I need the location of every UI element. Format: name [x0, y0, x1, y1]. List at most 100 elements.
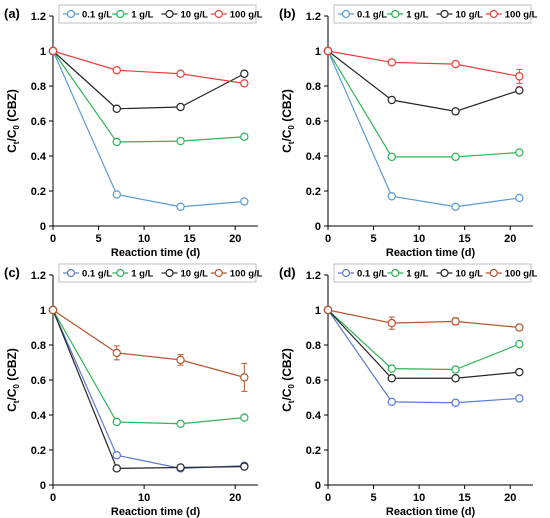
series-1 [48, 305, 249, 428]
y-axis-label: Ct/C0 (CBZ) [5, 89, 21, 153]
data-point [176, 202, 185, 211]
data-point [323, 305, 333, 315]
y-tick-label: 1 [315, 46, 321, 58]
x-axis-label: Reaction time (d) [111, 247, 201, 259]
legend-marker [66, 9, 76, 19]
x-tick-label: 0 [50, 233, 56, 245]
series-1 [323, 46, 524, 162]
legend-label: 1 g/L [406, 10, 428, 21]
series-3 [48, 46, 249, 88]
x-tick-label: 20 [229, 233, 241, 245]
x-axis-label: Reaction time (d) [386, 247, 476, 259]
series-line [327, 309, 520, 371]
legend-label: 0.1 g/L [82, 269, 112, 280]
series-line [327, 50, 520, 77]
legend-marker [66, 268, 76, 278]
data-point [451, 107, 460, 116]
y-axis-label: Ct/C0 (CBZ) [280, 89, 296, 153]
legend-marker [391, 268, 400, 278]
legend-label: 100 g/L [230, 269, 263, 280]
legend-marker [341, 268, 351, 278]
legend-marker [116, 268, 125, 278]
data-point [112, 464, 121, 473]
series-line [327, 50, 520, 158]
data-point [387, 364, 396, 373]
data-point [515, 148, 524, 157]
data-point [112, 137, 121, 147]
data-point [451, 152, 460, 162]
series-3 [323, 305, 524, 332]
data-point [240, 69, 249, 78]
y-tick-label: 0 [40, 221, 46, 233]
x-axis-label: Reaction time (d) [111, 506, 201, 518]
data-point [112, 66, 121, 75]
legend-marker [391, 9, 400, 19]
data-point [48, 46, 58, 56]
legend-label: 100 g/L [230, 10, 263, 21]
series-0 [323, 305, 524, 407]
panel-label: (b) [279, 6, 296, 21]
y-tick-label: 0.8 [31, 340, 46, 352]
y-tick-label: 0.8 [306, 340, 321, 352]
x-tick-label: 0 [325, 233, 331, 245]
data-point [240, 79, 249, 88]
data-point [240, 462, 249, 471]
data-point [515, 367, 524, 377]
data-point [323, 46, 333, 56]
legend-marker [440, 268, 449, 278]
data-point [387, 374, 396, 383]
data-point [112, 104, 121, 113]
y-tick-label: 0.8 [306, 81, 321, 93]
data-point [112, 417, 121, 427]
data-point [515, 323, 524, 332]
data-point [387, 58, 396, 67]
legend-marker [165, 268, 174, 278]
x-tick-label: 15 [459, 233, 471, 245]
y-tick-label: 0.2 [306, 186, 321, 198]
data-point [176, 419, 185, 428]
data-point [176, 136, 185, 146]
series-line [52, 309, 245, 425]
y-tick-label: 0.4 [31, 151, 47, 163]
series-line [52, 50, 245, 84]
data-point [451, 398, 460, 407]
data-point [176, 355, 185, 365]
x-tick-label: 15 [184, 233, 196, 245]
chart-panel-a: (a) 0 0.2 0.4 0.6 0.8 1 1.2 0 5 10 15 20 Reaction tim… [4, 4, 263, 259]
y-tick-label: 0.4 [306, 410, 322, 422]
data-point [451, 202, 460, 211]
series-line [52, 309, 245, 469]
series-3 [48, 305, 249, 392]
y-tick-label: 1.2 [31, 270, 46, 282]
series-0 [48, 305, 249, 473]
y-tick-label: 0 [315, 480, 321, 492]
x-tick-label: 15 [459, 492, 471, 504]
legend-box [333, 263, 532, 283]
series-2 [48, 305, 249, 473]
chart-panel-d: (d) 0 0.2 0.4 0.6 0.8 1 1.2 0 5 10 15 20 Reaction tim… [279, 263, 538, 518]
legend-label: 1 g/L [131, 269, 153, 280]
series-line [327, 50, 520, 112]
x-tick-label: 20 [504, 233, 516, 245]
legend-marker [341, 9, 351, 19]
data-point [240, 132, 249, 141]
y-tick-label: 0.4 [31, 410, 47, 422]
y-tick-label: 0.6 [31, 116, 46, 128]
data-point [515, 72, 524, 81]
legend-label: 10 g/L [181, 269, 209, 280]
x-tick-label: 0 [325, 492, 331, 504]
data-point [451, 365, 460, 374]
y-tick-label: 1 [40, 305, 46, 317]
series-line [327, 309, 520, 379]
legend-label: 10 g/L [456, 10, 484, 21]
x-tick-label: 10 [413, 492, 425, 504]
y-tick-label: 1.2 [306, 11, 321, 23]
legend-label: 100 g/L [505, 10, 538, 21]
y-axis-label: Ct/C0 (CBZ) [5, 348, 21, 412]
y-tick-label: 1 [315, 305, 321, 317]
series-line [327, 50, 520, 208]
legend-marker [440, 9, 449, 19]
y-tick-label: 0.6 [306, 116, 321, 128]
data-point [387, 192, 396, 201]
